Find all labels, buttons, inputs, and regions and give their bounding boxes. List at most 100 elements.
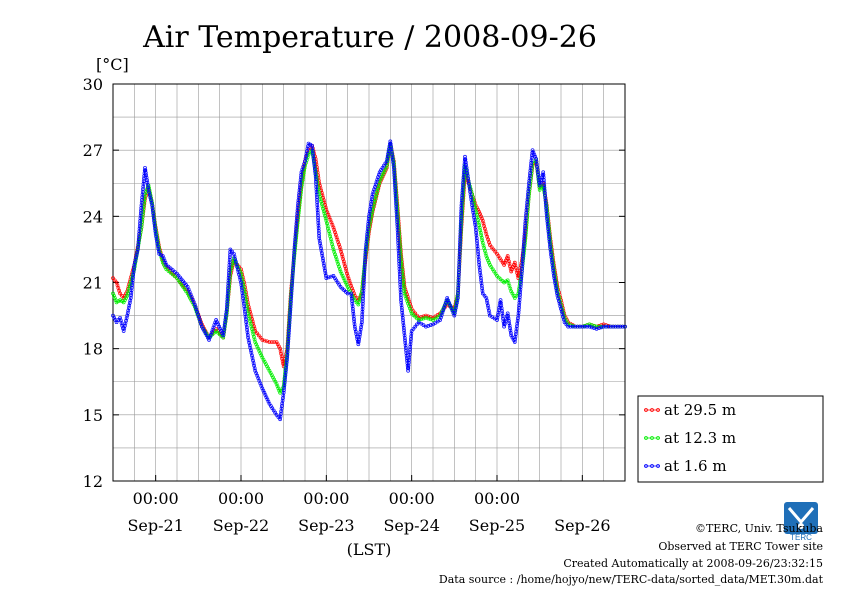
- series-marker: [311, 156, 316, 161]
- series-marker: [460, 193, 465, 197]
- series-marker: [143, 165, 147, 170]
- series-marker: [296, 200, 301, 205]
- series-marker: [364, 237, 369, 241]
- series-marker: [340, 254, 345, 259]
- series-marker: [252, 326, 257, 331]
- series-marker: [366, 217, 371, 221]
- legend-marker: [650, 408, 654, 412]
- series-marker: [541, 175, 546, 180]
- series-marker: [462, 170, 466, 174]
- chart-title: Air Temperature / 2008-09-26: [142, 20, 597, 55]
- series-marker: [289, 292, 294, 296]
- series-marker: [145, 183, 150, 187]
- series-marker: [397, 259, 401, 264]
- series-marker: [306, 152, 311, 157]
- series-marker: [546, 227, 550, 231]
- series-marker: [620, 324, 625, 329]
- series-marker: [316, 226, 321, 230]
- series-marker: [401, 323, 406, 328]
- series-marker: [315, 203, 320, 207]
- series-marker: [618, 324, 623, 329]
- series-marker: [282, 381, 286, 386]
- series-marker: [129, 290, 134, 295]
- series-marker: [137, 231, 141, 236]
- series-marker: [456, 275, 461, 280]
- series-marker: [616, 324, 620, 329]
- series-marker: [459, 211, 463, 215]
- series-marker: [604, 324, 608, 329]
- series-marker: [316, 228, 321, 233]
- series-marker: [164, 267, 169, 272]
- series-marker: [225, 294, 230, 298]
- source-text: Data source : /home/hojyo/new/TERC-data/…: [439, 573, 824, 586]
- series-marker: [323, 214, 327, 218]
- series-marker: [421, 316, 426, 321]
- series-marker: [367, 209, 372, 214]
- series-marker: [284, 360, 289, 365]
- series-marker: [150, 203, 154, 208]
- series-marker: [360, 309, 365, 314]
- series-marker: [506, 316, 511, 321]
- series-marker: [295, 208, 300, 213]
- series-marker: [393, 184, 397, 188]
- series-marker: [128, 296, 133, 300]
- series-marker: [456, 293, 460, 298]
- series-marker: [312, 164, 317, 169]
- series-marker: [112, 296, 117, 300]
- series-marker: [305, 146, 310, 151]
- series-marker: [170, 272, 175, 277]
- series-marker: [623, 324, 627, 329]
- series-marker: [455, 298, 460, 303]
- series-marker: [282, 388, 286, 393]
- series-marker: [519, 274, 524, 279]
- series-marker: [402, 333, 407, 338]
- y-tick-label: 30: [83, 75, 103, 94]
- series-marker: [251, 358, 255, 363]
- series-marker: [137, 229, 142, 234]
- series-marker: [497, 305, 502, 310]
- series-marker: [362, 273, 367, 277]
- series-marker: [154, 230, 158, 234]
- series-marker: [392, 181, 397, 186]
- series-marker: [245, 330, 250, 335]
- series-marker: [495, 315, 500, 320]
- series-marker: [154, 237, 159, 241]
- series-marker: [399, 305, 404, 310]
- series-marker: [485, 301, 490, 305]
- series-marker: [226, 283, 231, 288]
- series-marker: [292, 250, 297, 254]
- y-tick-label: 27: [83, 141, 103, 160]
- series-marker: [456, 296, 460, 300]
- series-marker: [553, 281, 558, 286]
- series-marker: [395, 217, 399, 222]
- series-marker: [244, 299, 248, 303]
- series-marker: [252, 366, 257, 371]
- series-marker: [320, 256, 325, 261]
- series-marker: [352, 324, 357, 329]
- series-marker: [267, 340, 272, 344]
- series-marker: [400, 315, 405, 320]
- series-marker: [517, 300, 522, 305]
- x-tick-label: 00:00: [218, 489, 264, 508]
- series-marker: [143, 168, 148, 173]
- series-marker: [246, 338, 251, 343]
- series-marker: [301, 173, 306, 178]
- series-marker: [316, 187, 321, 192]
- series-marker: [456, 285, 461, 290]
- series-marker: [289, 294, 294, 299]
- series-marker: [249, 351, 254, 355]
- series-marker: [589, 325, 594, 330]
- series-marker: [568, 324, 573, 329]
- series-marker: [298, 183, 302, 187]
- series-marker: [359, 322, 364, 327]
- series-marker: [478, 270, 483, 275]
- series-marker: [392, 173, 397, 178]
- series-marker: [272, 340, 277, 344]
- series-marker: [310, 146, 315, 151]
- series-marker: [554, 288, 559, 293]
- series-marker: [399, 295, 403, 300]
- series-marker: [502, 263, 506, 267]
- series-marker: [365, 229, 370, 234]
- series-marker: [546, 224, 550, 229]
